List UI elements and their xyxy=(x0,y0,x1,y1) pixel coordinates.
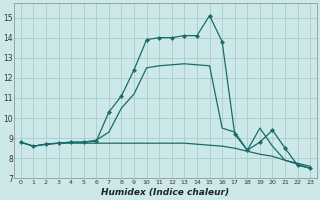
X-axis label: Humidex (Indice chaleur): Humidex (Indice chaleur) xyxy=(101,188,229,197)
